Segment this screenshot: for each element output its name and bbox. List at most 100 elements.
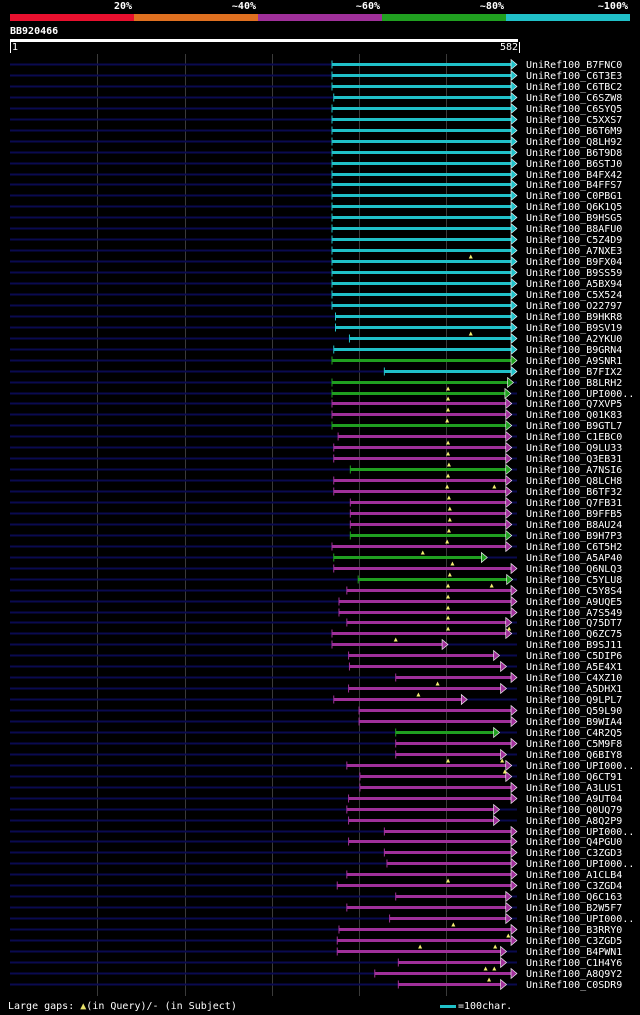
gap-marker: [393, 637, 398, 642]
hit-row: UniRef100_Q7FB31: [10, 495, 622, 509]
gap-marker: [493, 944, 498, 949]
hit-arrow: [510, 168, 518, 181]
hit-row: UniRef100_B9SJ11: [10, 637, 622, 651]
gap-marker: [507, 626, 512, 631]
hit-label: UniRef100_A5E4X1: [526, 662, 622, 673]
hit-arrow: [505, 770, 513, 783]
hit-row: UniRef100_A5BX94: [10, 277, 622, 290]
hit-label: UniRef100_B9SV19: [526, 323, 622, 334]
hit-arrow: [510, 332, 518, 345]
hit-label: UniRef100_B9H7P3: [526, 531, 622, 542]
hit-label: UniRef100_A7NXE3: [526, 246, 622, 257]
hit-row: UniRef100_B9GTL7: [10, 418, 622, 432]
hit-row: UniRef100_Q8LCH8: [10, 473, 622, 487]
hit-arrow: [505, 540, 513, 553]
hit-label: UniRef100_Q0UQ79: [526, 805, 622, 816]
hit-label: UniRef100_C4XZ10: [526, 673, 622, 684]
gap-marker: [446, 528, 451, 533]
gap-marker: [446, 440, 451, 445]
hit-row: UniRef100_C5XXS7: [10, 113, 622, 126]
hit-arrow: [505, 912, 513, 925]
hit-arrow: [510, 91, 518, 104]
hit-row: UniRef100_C5YLU8: [10, 572, 622, 586]
hit-label: UniRef100_A9UQE5: [526, 597, 622, 608]
hit-arrow: [505, 901, 513, 914]
hit-label: UniRef100_A9SNR1: [526, 356, 622, 367]
hit-arrow: [505, 759, 513, 772]
hit-arrow: [510, 255, 518, 268]
scale-segment: [382, 14, 506, 21]
hit-row: UniRef100_C5DIP6: [10, 649, 622, 662]
hit-row: UniRef100_A1CLB4: [10, 868, 622, 881]
hit-label: UniRef100_Q7XVP5: [526, 399, 622, 410]
hit-row: UniRef100_C5M9F8: [10, 737, 622, 750]
hit-row: UniRef100_UPI000..: [10, 758, 634, 772]
hit-arrow: [510, 244, 518, 257]
hit-row: UniRef100_C4XZ10: [10, 671, 622, 684]
hit-label: UniRef100_C5DIP6: [526, 651, 622, 662]
hit-label: UniRef100_Q8LH92: [526, 137, 622, 148]
hit-label: UniRef100_Q3EB31: [526, 454, 622, 465]
gap-marker: [447, 572, 452, 577]
gap-marker: [502, 769, 507, 774]
hit-label: UniRef100_C3ZGD4: [526, 881, 622, 892]
query-end: 582: [478, 42, 520, 53]
gap-marker: [446, 473, 451, 478]
hit-label: UniRef100_C5Z4D9: [526, 235, 622, 246]
hit-label: UniRef100_B7FNC0: [526, 60, 622, 71]
hit-arrow: [510, 354, 518, 367]
hit-arrow: [510, 923, 518, 936]
hit-row: UniRef100_C6T5H2: [10, 539, 622, 553]
hit-label: UniRef100_UPI000..: [526, 914, 634, 925]
hit-arrow: [510, 277, 518, 290]
hit-arrow: [505, 485, 513, 498]
hit-row: UniRef100_UPI000..: [10, 825, 634, 838]
gap-marker: [492, 484, 497, 489]
hit-label: UniRef100_UPI000..: [526, 389, 634, 400]
hit-arrow: [510, 846, 518, 859]
hit-row: UniRef100_B2W5F7: [10, 901, 622, 914]
hit-arrow: [505, 419, 513, 432]
hit-label: UniRef100_A8Q9Y2: [526, 969, 622, 980]
hit-row: UniRef100_B9WIA4: [10, 715, 622, 728]
hit-label: UniRef100_C1H4Y6: [526, 958, 622, 969]
hit-arrow: [510, 178, 518, 191]
hit-label: UniRef100_B7FIX2: [526, 367, 622, 378]
hit-label: UniRef100_B9FX04: [526, 257, 622, 268]
hit-label: UniRef100_UPI000..: [526, 827, 634, 838]
hit-arrow: [510, 189, 518, 202]
hit-label: UniRef100_A9UT04: [526, 794, 622, 805]
hit-label: UniRef100_B6STJ0: [526, 159, 622, 170]
gap-marker: [487, 977, 492, 982]
gap-marker: [489, 583, 494, 588]
gap-marker: [492, 966, 497, 971]
hit-label: UniRef100_Q6BIY8: [526, 750, 622, 761]
length-legend-line: [440, 1004, 456, 1008]
gap-marker: [500, 758, 505, 763]
gap-marker: [446, 615, 451, 620]
hit-label: UniRef100_A1CLB4: [526, 870, 622, 881]
hit-arrow: [510, 343, 518, 356]
hit-label: UniRef100_O22797: [526, 301, 622, 312]
hit-row: UniRef100_Q01K83: [10, 407, 622, 421]
scale-label: ~80%: [479, 1, 504, 12]
hit-label: UniRef100_C5X524: [526, 290, 622, 301]
hit-label: UniRef100_B9WIA4: [526, 717, 622, 728]
hit-row: UniRef100_A7S549: [10, 605, 622, 619]
hit-label: UniRef100_Q9LPL7: [526, 695, 622, 706]
hit-label: UniRef100_B4PWN1: [526, 947, 622, 958]
hit-label: UniRef100_C4R2Q5: [526, 728, 622, 739]
hit-label: UniRef100_Q59L90: [526, 706, 622, 717]
hit-arrow: [505, 397, 513, 410]
hit-arrow: [510, 562, 518, 575]
scale-label: ~40%: [231, 1, 256, 12]
query-bar: [10, 39, 518, 42]
hit-label: UniRef100_B6TF32: [526, 487, 622, 498]
hit-arrow: [505, 441, 513, 454]
hit-row: UniRef100_A2YKU0: [10, 331, 622, 345]
hit-arrow: [510, 135, 518, 148]
hit-arrow: [460, 693, 468, 706]
hit-row: UniRef100_B4FX42: [10, 168, 622, 181]
hit-label: UniRef100_B9FFB5: [526, 509, 622, 520]
gap-marker: [447, 506, 452, 511]
